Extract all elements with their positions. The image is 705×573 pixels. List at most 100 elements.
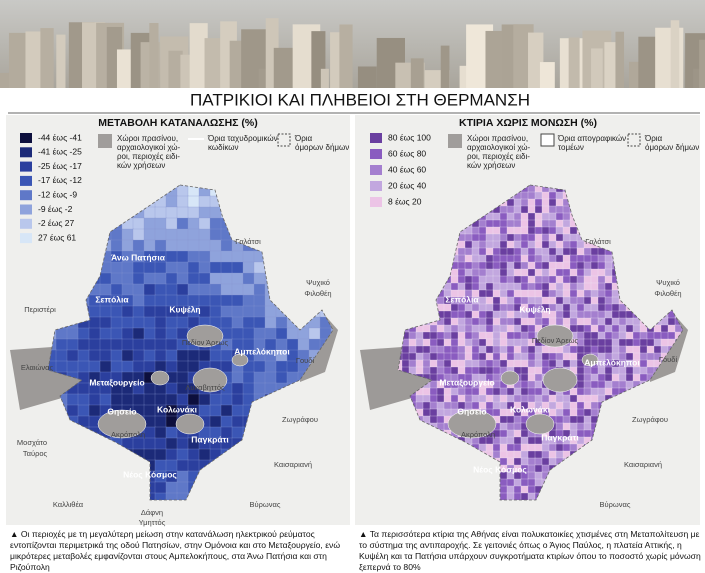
area-cell xyxy=(415,338,424,347)
place-label: Φιλοθέη xyxy=(654,289,681,298)
area-cell xyxy=(436,401,445,410)
legend-swatch xyxy=(20,190,32,201)
area-cell xyxy=(555,394,564,403)
area-cell xyxy=(534,275,543,284)
area-cell xyxy=(443,324,452,333)
area-cell xyxy=(121,327,134,340)
area-cell xyxy=(569,240,578,249)
area-cell xyxy=(429,387,438,396)
area-cell xyxy=(429,324,438,333)
area-cell xyxy=(154,217,167,230)
area-cell xyxy=(583,401,592,410)
area-cell xyxy=(513,324,522,333)
area-cell xyxy=(639,331,648,340)
area-cell xyxy=(220,294,233,307)
area-cell xyxy=(187,272,200,285)
area-cell xyxy=(264,316,277,329)
area-cell xyxy=(154,283,167,296)
area-cell xyxy=(611,366,620,375)
area-cell xyxy=(520,212,529,221)
area-cell xyxy=(590,324,599,333)
area-cell xyxy=(667,324,676,333)
area-cell xyxy=(597,373,606,382)
building xyxy=(440,45,450,88)
special-area xyxy=(231,353,249,367)
area-cell xyxy=(576,401,585,410)
area-cell xyxy=(429,331,438,340)
area-cell xyxy=(506,429,515,438)
area-cell xyxy=(457,366,466,375)
area-cell xyxy=(443,352,452,361)
area-cell xyxy=(562,240,571,249)
area-cell xyxy=(604,324,613,333)
area-cell xyxy=(154,272,167,285)
area-cell xyxy=(548,247,557,256)
area-cell xyxy=(667,317,676,326)
area-cell xyxy=(176,250,189,263)
building xyxy=(168,50,183,88)
area-cell xyxy=(492,366,501,375)
area-cell xyxy=(429,408,438,417)
area-cell xyxy=(457,352,466,361)
area-cell xyxy=(499,205,508,214)
area-cell xyxy=(506,345,515,354)
area-cell xyxy=(548,352,557,361)
area-cell xyxy=(541,240,550,249)
area-cell xyxy=(478,345,487,354)
area-cell xyxy=(478,303,487,312)
area-cell xyxy=(576,394,585,403)
area-cell xyxy=(478,324,487,333)
area-cell xyxy=(110,272,123,285)
area-cell xyxy=(520,450,529,459)
area-cell xyxy=(555,247,564,256)
area-cell xyxy=(165,283,178,296)
area-cell xyxy=(590,338,599,347)
area-cell xyxy=(548,198,557,207)
area-cell xyxy=(555,226,564,235)
area-cell xyxy=(165,261,178,274)
area-cell xyxy=(583,387,592,396)
area-cell xyxy=(450,282,459,291)
area-cell xyxy=(506,352,515,361)
area-cell xyxy=(520,492,529,500)
area-cell xyxy=(176,459,189,472)
area-cell xyxy=(143,338,156,351)
area-cell xyxy=(520,352,529,361)
area-cell xyxy=(471,352,480,361)
area-cell xyxy=(527,450,536,459)
area-cell xyxy=(527,394,536,403)
area-cell xyxy=(464,233,473,242)
area-cell xyxy=(527,261,536,270)
building xyxy=(485,30,503,88)
area-cell xyxy=(506,443,515,452)
area-cell xyxy=(590,345,599,354)
area-cell xyxy=(485,324,494,333)
area-cell xyxy=(534,387,543,396)
area-cell xyxy=(450,366,459,375)
area-cell xyxy=(541,226,550,235)
area-cell xyxy=(443,331,452,340)
area-cell xyxy=(520,324,529,333)
area-cell xyxy=(165,272,178,285)
area-cell xyxy=(198,195,211,208)
area-cell xyxy=(187,239,200,252)
special-area xyxy=(97,409,147,439)
area-cell xyxy=(154,206,167,219)
area-cell xyxy=(499,233,508,242)
area-cell xyxy=(132,228,145,241)
legend-swatch xyxy=(20,133,32,143)
area-cell xyxy=(457,387,466,396)
area-cell xyxy=(513,359,522,368)
area-cell xyxy=(198,283,211,296)
legend-label: κών χρήσεων xyxy=(467,161,515,170)
area-cell xyxy=(583,247,592,256)
area-cell xyxy=(541,352,550,361)
area-cell xyxy=(597,254,606,263)
place-label: Νέος Κόσμος xyxy=(473,464,527,474)
area-cell xyxy=(583,261,592,270)
area-cell xyxy=(499,226,508,235)
area-cell xyxy=(534,205,543,214)
place-label: Κολωνάκι xyxy=(157,404,198,414)
area-cell xyxy=(632,373,641,382)
area-cell xyxy=(604,366,613,375)
